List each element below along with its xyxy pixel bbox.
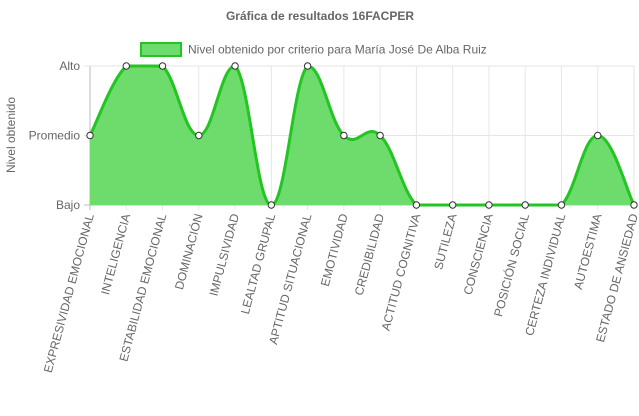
legend-label: Nivel obtenido por criterio para María J…: [188, 43, 487, 57]
y-tick-label: Bajo: [56, 198, 80, 212]
legend[interactable]: Nivel obtenido por criterio para María J…: [140, 42, 487, 57]
x-tick-label: ACTITUD COGNITIVA: [379, 212, 424, 332]
data-point[interactable]: [122, 62, 130, 70]
data-point[interactable]: [231, 62, 239, 70]
data-point[interactable]: [340, 131, 348, 140]
x-tick-label: INTELIGENCIA: [98, 212, 133, 296]
data-point[interactable]: [448, 201, 457, 209]
x-tick-label: IMPULSIVIDAD: [207, 212, 243, 298]
data-point[interactable]: [557, 201, 566, 209]
data-point[interactable]: [376, 131, 384, 140]
y-tick-labels: Bajo Promedio Alto: [29, 59, 81, 212]
data-point[interactable]: [158, 62, 167, 70]
x-tick-label: EXPRESIVIDAD EMOCIONAL: [41, 212, 97, 374]
x-tick-label: CERTEZA INDIVIDUAL: [522, 212, 568, 337]
data-point[interactable]: [195, 131, 203, 140]
data-point[interactable]: [594, 131, 602, 140]
y-axis-label: Nivel obtenido: [4, 97, 18, 173]
points-layer: [86, 62, 638, 209]
data-point[interactable]: [630, 201, 638, 209]
x-tick-label: POSICIÓN SOCIAL: [490, 212, 532, 319]
y-tick-label: Promedio: [29, 129, 81, 143]
x-tick-label: DOMINACIÓN: [171, 212, 206, 291]
x-tick-label: LEALTAD GRUPAL: [238, 212, 278, 316]
chart-title: Gráfica de resultados 16FACPER: [226, 9, 414, 23]
x-tick-labels: EXPRESIVIDAD EMOCIONAL INTELIGENCIAESTABI…: [41, 212, 639, 375]
data-point[interactable]: [485, 201, 493, 209]
x-tick-label: SUTILEZA: [431, 212, 459, 271]
y-tick-label: Alto: [59, 59, 80, 73]
data-point[interactable]: [267, 201, 276, 209]
data-point[interactable]: [303, 62, 312, 70]
legend-swatch: [140, 42, 182, 57]
data-point[interactable]: [521, 201, 529, 209]
data-point[interactable]: [86, 131, 94, 140]
x-tick-label: AUTOESTIMA: [571, 212, 605, 291]
x-tick-label: CONSCIENCIA: [461, 212, 496, 296]
data-point[interactable]: [412, 201, 421, 209]
x-tick-label: EMOTIVIDAD: [318, 212, 351, 288]
x-tick-label: CREDIBILIDAD: [352, 212, 387, 297]
